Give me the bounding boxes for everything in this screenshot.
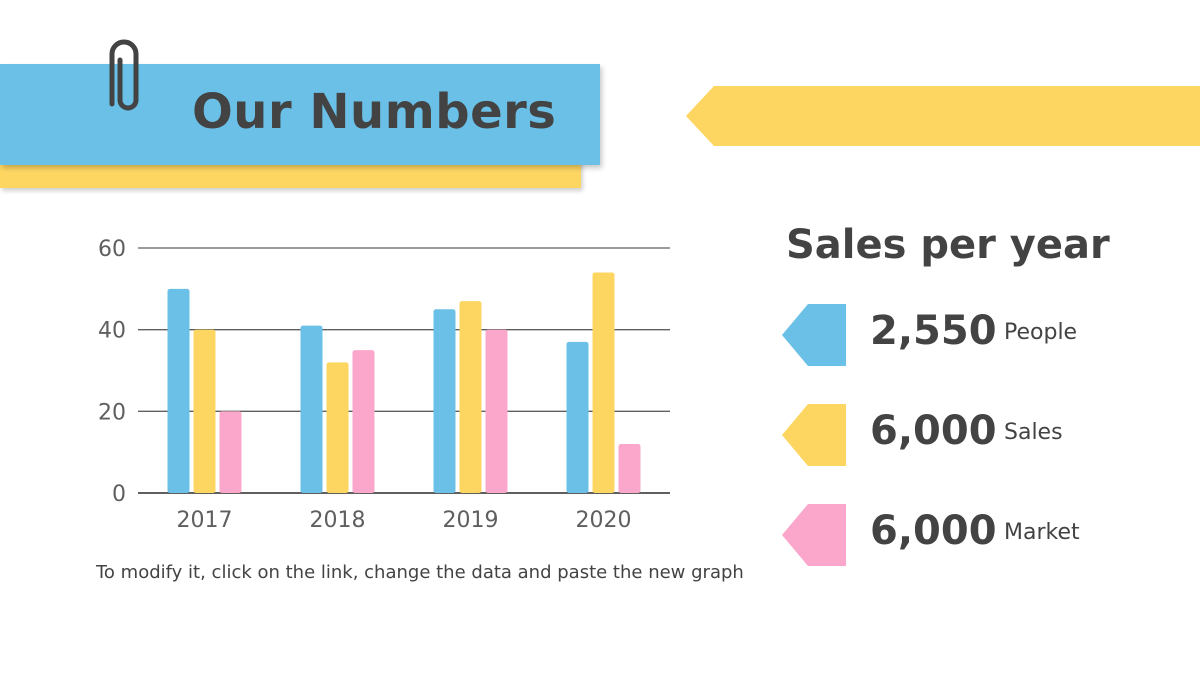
y-tick-label: 60 xyxy=(98,237,126,262)
x-tick-label: 2018 xyxy=(310,508,366,533)
bar-2019-series-3 xyxy=(485,329,508,493)
stat-sales: 6,000 Sales xyxy=(782,404,1182,466)
x-tick-label: 2017 xyxy=(177,508,233,533)
stat-tag-yellow xyxy=(782,404,846,466)
stat-value: 2,550 xyxy=(870,308,997,354)
x-tick-label: 2019 xyxy=(443,508,499,533)
bar-2020-series-3 xyxy=(618,444,641,493)
stat-label: Market xyxy=(1004,520,1080,545)
paperclip-icon xyxy=(109,39,139,111)
chart-note: To modify it, click on the link, change … xyxy=(96,562,744,583)
stat-tag-pink xyxy=(782,504,846,566)
bar-2018-series-1 xyxy=(300,325,323,493)
title-banner xyxy=(0,64,600,165)
x-tick-label: 2020 xyxy=(576,508,632,533)
stat-label: Sales xyxy=(1004,420,1063,445)
stat-people: 2,550 People xyxy=(782,304,1182,366)
stat-label: People xyxy=(1004,320,1078,345)
y-tick-label: 20 xyxy=(98,400,126,425)
bar-2018-series-2 xyxy=(326,362,349,493)
bar-2018-series-3 xyxy=(352,350,375,493)
yellow-ribbon xyxy=(686,86,1200,146)
y-tick-label: 40 xyxy=(98,319,126,344)
stat-value: 6,000 xyxy=(870,408,997,454)
bar-2020-series-1 xyxy=(566,341,589,493)
bar-2019-series-2 xyxy=(459,301,482,493)
bar-2019-series-1 xyxy=(433,309,456,493)
page-title: Our Numbers xyxy=(192,84,557,140)
sales-per-year-heading: Sales per year xyxy=(786,222,1110,268)
bar-2020-series-2 xyxy=(592,272,615,493)
stat-market: 6,000 Market xyxy=(782,504,1182,566)
y-tick-label: 0 xyxy=(112,482,126,507)
bar-2017-series-2 xyxy=(193,329,216,493)
bar-2017-series-3 xyxy=(219,411,242,493)
stat-value: 6,000 xyxy=(870,508,997,554)
bar-chart: 0 20 40 60 2017 2018 2019 2020 xyxy=(98,237,670,533)
bar-2017-series-1 xyxy=(167,288,190,493)
stat-tag-blue xyxy=(782,304,846,366)
